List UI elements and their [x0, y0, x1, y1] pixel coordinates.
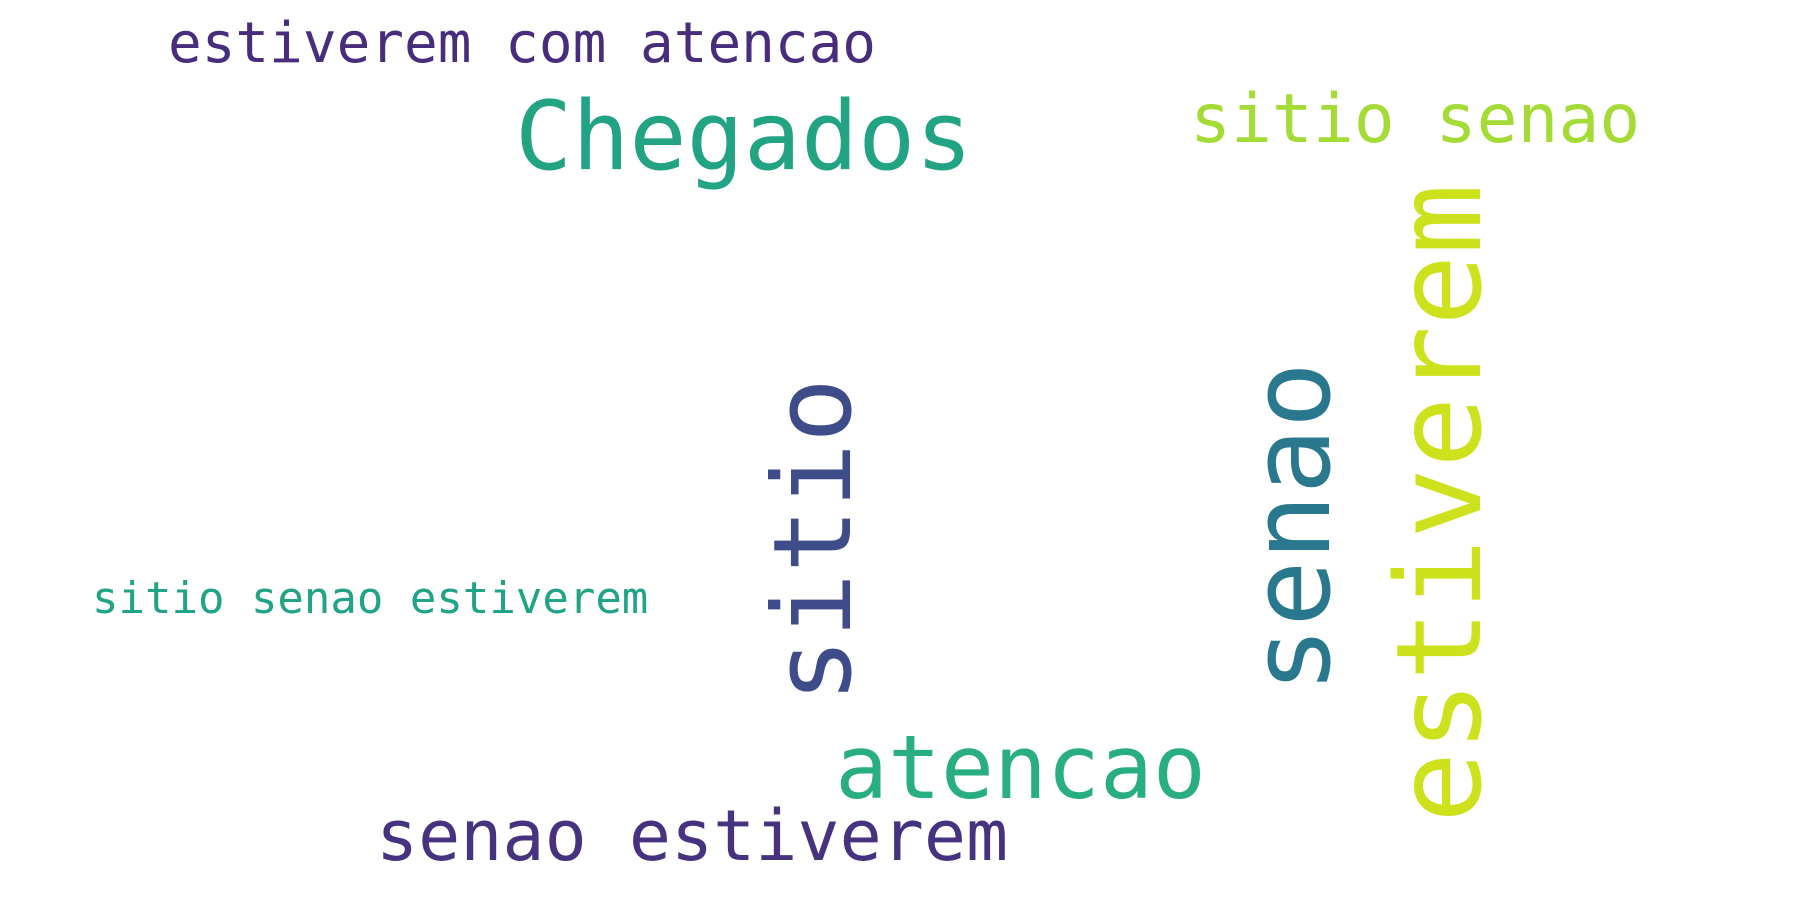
word-estiverem-com-atencao: estiverem com atencao — [168, 11, 877, 76]
word-senao: senao — [1227, 361, 1355, 693]
word-chegados: Chegados — [515, 82, 973, 192]
word-atencao: atencao — [835, 716, 1206, 819]
word-sitio-senao: sitio senao — [1190, 80, 1641, 159]
word-sitio-senao-estiverem: sitio senao estiverem — [92, 573, 649, 624]
word-estiverem: estiverem — [1370, 183, 1508, 823]
word-senao-estiverem: senao estiverem — [376, 795, 1009, 877]
word-sitio: sitio — [751, 377, 876, 703]
